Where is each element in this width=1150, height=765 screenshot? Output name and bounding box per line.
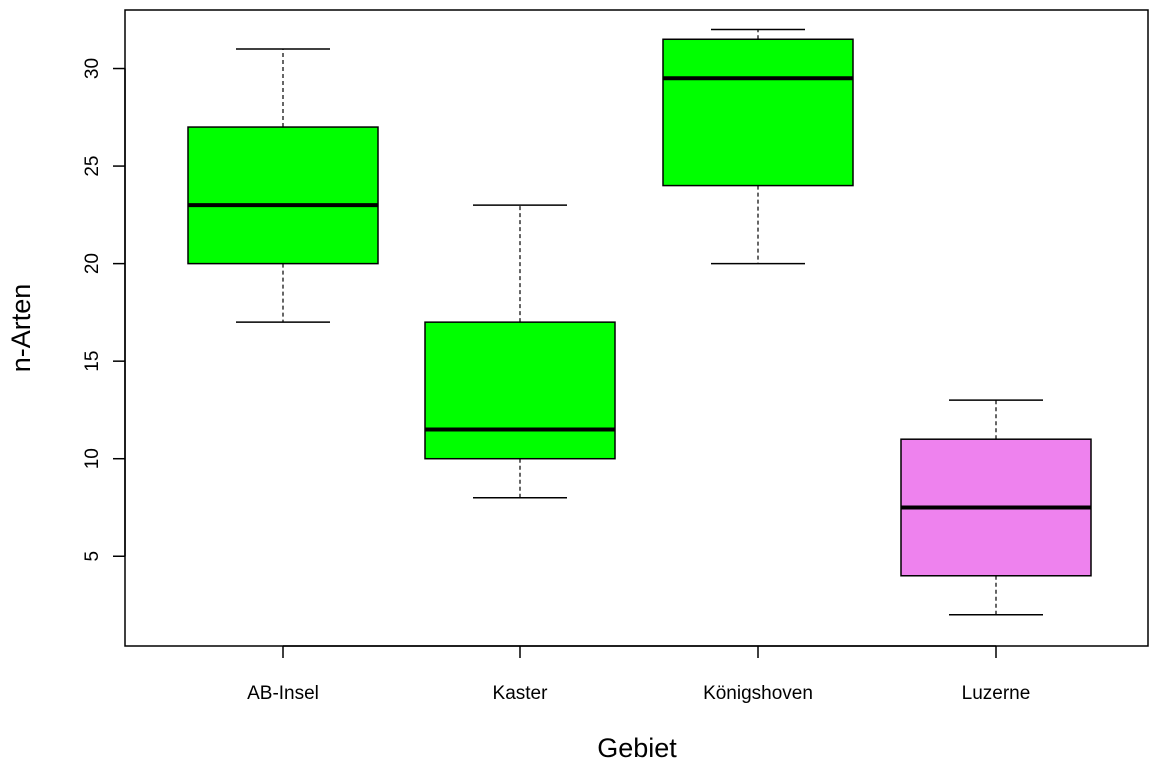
x-tick-label: AB-Insel [247,683,319,704]
box-group [187,48,379,323]
y-axis-title: n-Arten [6,284,36,373]
box-iqr [662,38,854,187]
boxes-layer [187,28,1092,616]
box-group [424,204,616,499]
y-tick-label: 10 [82,448,103,469]
box-group [662,28,854,265]
box-iqr [424,321,616,460]
y-axis: 5 10 15 20 25 30 [82,58,126,562]
box-group [900,399,1092,616]
y-tick-label: 20 [82,253,103,274]
y-tick-label: 30 [82,58,103,79]
x-tick-label: Königshoven [703,683,813,704]
x-tick-label: Kaster [493,683,549,704]
x-tick-label: Luzerne [962,683,1031,704]
y-tick-label: 15 [82,351,103,372]
x-axis-title: Gebiet [597,733,677,763]
box-iqr [187,126,379,265]
y-tick-label: 5 [82,551,103,562]
x-axis: AB-Insel Kaster Königshoven Luzerne [247,645,1031,704]
y-tick-label: 25 [82,156,103,177]
